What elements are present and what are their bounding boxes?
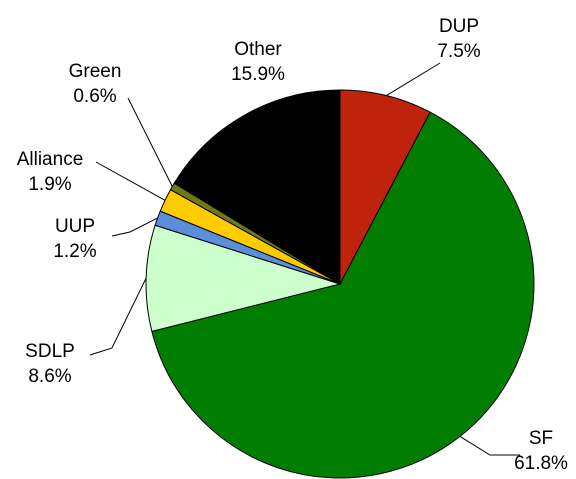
leader-line-sdlp (89, 277, 147, 356)
slice-label-sdlp-value: 8.6% (28, 366, 71, 387)
slice-label-green-name: Green (69, 61, 122, 82)
slice-label-alliance-name: Alliance (17, 149, 84, 170)
pie-slice-sf (151, 111, 535, 479)
slice-label-sf-name: SF (529, 428, 553, 449)
slice-label-alliance-value: 1.9% (28, 174, 71, 195)
pie-slice-sdlp (145, 224, 342, 332)
pie-slices (145, 89, 535, 479)
slice-label-dup-name: DUP (439, 16, 479, 37)
slice-label-sdlp-name: SDLP (25, 341, 75, 362)
leader-lines (89, 62, 520, 456)
slice-label-uup-value: 1.2% (53, 241, 96, 262)
slice-label-other-name: Other (234, 39, 282, 60)
slice-label-sf-value: 61.8% (514, 453, 568, 474)
leader-line-sf (459, 435, 520, 456)
leader-line-dup (386, 62, 441, 97)
leader-line-uup (111, 217, 158, 237)
slice-label-uup-name: UUP (55, 216, 95, 237)
leader-line-alliance (95, 161, 166, 201)
pie-slice-dup (339, 89, 431, 285)
slice-label-green-value: 0.6% (73, 86, 116, 107)
slice-label-dup-value: 7.5% (437, 41, 480, 62)
slice-label-other-value: 15.9% (231, 64, 285, 85)
pie-slice-other (173, 89, 341, 285)
leader-line-green (127, 97, 173, 187)
